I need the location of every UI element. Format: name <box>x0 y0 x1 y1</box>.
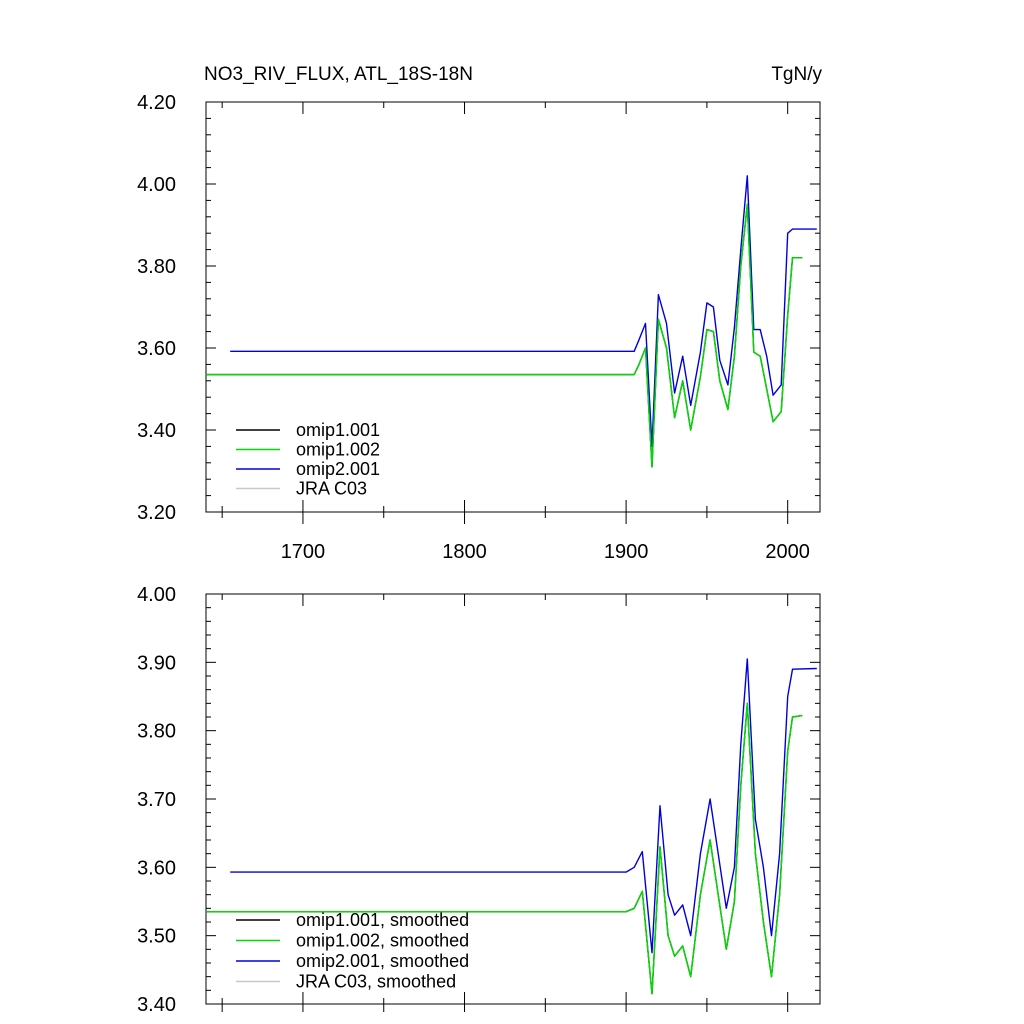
legend-label: omip1.002, smoothed <box>296 931 469 951</box>
y-tick-label: 3.20 <box>137 502 176 524</box>
series-line-1 <box>206 203 803 468</box>
plot-frame <box>205 101 821 513</box>
chart-title: NO3_RIV_FLUX, ATL_18S-18N <box>204 64 473 85</box>
units-label: TgN/y <box>771 64 822 85</box>
y-tick-label: 4.20 <box>137 92 176 114</box>
y-tick-label: 4.00 <box>137 584 176 606</box>
y-tick-label: 3.80 <box>137 256 176 278</box>
legend-label: JRA C03, smoothed <box>296 972 456 992</box>
y-tick-label: 3.80 <box>137 721 176 743</box>
series-line-2 <box>230 658 817 954</box>
y-tick-label: 4.00 <box>137 174 176 196</box>
legend-label: omip1.001, smoothed <box>296 910 469 930</box>
y-tick-label: 3.70 <box>137 789 176 811</box>
x-tick-label: 1700 <box>281 541 326 563</box>
legend-label: omip2.001 <box>296 459 380 479</box>
y-tick-label: 3.40 <box>137 994 176 1016</box>
y-tick-label: 3.60 <box>137 857 176 879</box>
x-tick-label: 1900 <box>604 541 649 563</box>
y-tick-label: 3.90 <box>137 652 176 674</box>
y-tick-label: 3.60 <box>137 338 176 360</box>
legend-label: omip1.001 <box>296 420 380 440</box>
x-tick-label: 1800 <box>442 541 487 563</box>
legend-label: omip1.002 <box>296 440 380 460</box>
legend-label: JRA C03 <box>296 479 367 499</box>
legend-label: omip2.001, smoothed <box>296 951 469 971</box>
series-line-1 <box>206 702 803 995</box>
bottom-panel: 3.40 3.50 3.60 3.70 3.80 3.90 4.00 omip1.001, s… <box>137 584 821 1016</box>
top-panel: 3.20 3.40 3.60 3.80 4.00 4.20 1700 1800 1900 2000… <box>137 92 821 563</box>
y-tick-label: 3.50 <box>137 926 176 948</box>
series-line-2 <box>230 175 817 448</box>
x-tick-label: 2000 <box>765 541 810 563</box>
y-tick-label: 3.40 <box>137 420 176 442</box>
